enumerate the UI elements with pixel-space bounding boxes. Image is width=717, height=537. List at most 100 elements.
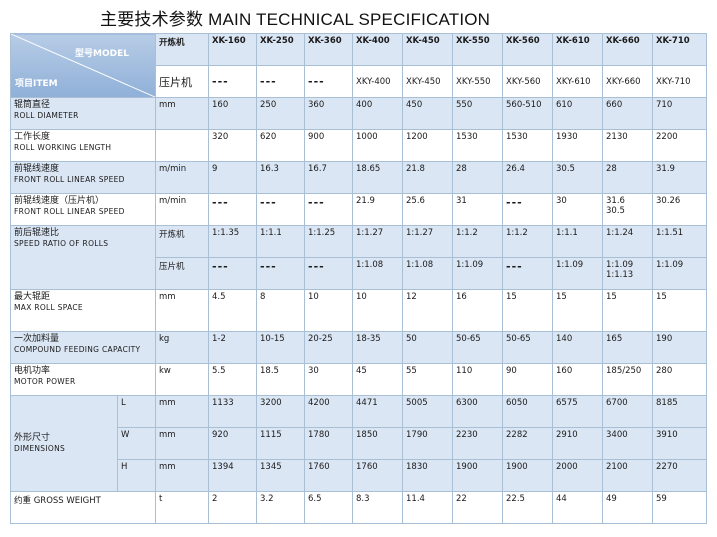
power-value: 280 <box>652 363 707 396</box>
dimension-H-value: 1900 <box>452 459 503 492</box>
working_length-value: 1000 <box>352 129 403 162</box>
dimension-H-value: 1900 <box>502 459 553 492</box>
roll_diameter-value: 450 <box>402 97 453 130</box>
front_speed_sheet-value: 30 <box>552 193 603 226</box>
unit-dimension-H: mm <box>155 459 209 492</box>
speed-ratio-sheeting-value: --- <box>256 257 305 290</box>
header-item-label: 项目ITEM <box>15 79 58 89</box>
speed-ratio-mixing-value: 1:1.27 <box>352 225 403 258</box>
unit-dimension-L: mm <box>155 395 209 428</box>
feeding-value: 50-65 <box>502 331 553 364</box>
speed-ratio-sheeting-value: --- <box>502 257 553 290</box>
dimension-L-value: 6700 <box>602 395 653 428</box>
power-value: 5.5 <box>208 363 257 396</box>
unit-roll_diameter: mm <box>155 97 209 130</box>
unit-dimension-W: mm <box>155 427 209 460</box>
power-value: 55 <box>402 363 453 396</box>
max_space-value: 15 <box>652 289 707 332</box>
row-label-feeding: 一次加料量 COMPOUND FEEDING CAPACITY <box>10 331 156 364</box>
sheeting-model-name: XKY-710 <box>652 65 707 98</box>
model-name: XK-610 <box>552 33 603 66</box>
speed-ratio-mixing-value: 1:1.2 <box>502 225 553 258</box>
dimension-H-value: 1345 <box>256 459 305 492</box>
header-model-label: 型号MODEL <box>75 49 129 59</box>
roll_diameter-value: 660 <box>602 97 653 130</box>
sheeting-model-name: XKY-400 <box>352 65 403 98</box>
power-value: 45 <box>352 363 403 396</box>
weight-value: 11.4 <box>402 491 453 524</box>
working_length-value: 320 <box>208 129 257 162</box>
front_speed_sheet-value: 30.26 <box>652 193 707 226</box>
speed-ratio-sheeting-label: 压片机 <box>155 257 209 290</box>
unit-working_length <box>155 129 209 162</box>
speed-ratio-mixing-value: 1:1.24 <box>602 225 653 258</box>
roll_diameter-value: 400 <box>352 97 403 130</box>
weight-value: 8.3 <box>352 491 403 524</box>
front_speed_sheet-value: 21.9 <box>352 193 403 226</box>
weight-value: 6.5 <box>304 491 353 524</box>
weight-value: 3.2 <box>256 491 305 524</box>
working_length-value: 1530 <box>502 129 553 162</box>
max_space-value: 15 <box>502 289 553 332</box>
dimension-H-value: 1760 <box>304 459 353 492</box>
max_space-value: 12 <box>402 289 453 332</box>
feeding-value: 20-25 <box>304 331 353 364</box>
dimension-L-value: 6050 <box>502 395 553 428</box>
dimension-L-value: 8185 <box>652 395 707 428</box>
roll_diameter-value: 250 <box>256 97 305 130</box>
front_speed-value: 16.7 <box>304 161 353 194</box>
model-name: XK-550 <box>452 33 503 66</box>
dimension-L-value: 6300 <box>452 395 503 428</box>
front_speed-value: 18.65 <box>352 161 403 194</box>
weight-value: 2 <box>208 491 257 524</box>
working_length-value: 1930 <box>552 129 603 162</box>
type-sheeting-label: 压片机 <box>155 65 209 98</box>
speed-ratio-mixing-value: 1:1.1 <box>552 225 603 258</box>
feeding-value: 190 <box>652 331 707 364</box>
weight-value: 49 <box>602 491 653 524</box>
speed-ratio-sheeting-value: 1:1.08 <box>402 257 453 290</box>
sheeting-model-name: --- <box>304 65 353 98</box>
dimension-L-value: 4471 <box>352 395 403 428</box>
dimension-W-value: 1850 <box>352 427 403 460</box>
sheeting-model-name: XKY-560 <box>502 65 553 98</box>
speed-ratio-sheeting-value: 1:1.08 <box>352 257 403 290</box>
power-value: 110 <box>452 363 503 396</box>
feeding-value: 10-15 <box>256 331 305 364</box>
row-label-max_space: 最大辊距 MAX ROLL SPACE <box>10 289 156 332</box>
sheeting-model-name: XKY-660 <box>602 65 653 98</box>
power-value: 90 <box>502 363 553 396</box>
feeding-value: 50-65 <box>452 331 503 364</box>
dimension-W-value: 3400 <box>602 427 653 460</box>
speed-ratio-mixing-value: 1:1.25 <box>304 225 353 258</box>
feeding-value: 165 <box>602 331 653 364</box>
dimension-axis-H: H <box>117 459 156 492</box>
max_space-value: 16 <box>452 289 503 332</box>
working_length-value: 2200 <box>652 129 707 162</box>
dimension-W-value: 1790 <box>402 427 453 460</box>
max_space-value: 10 <box>352 289 403 332</box>
max_space-value: 15 <box>552 289 603 332</box>
spec-table: 型号MODEL 项目ITEM 开炼机 XK-160 XK-250 XK-360 XK-400… <box>10 33 707 524</box>
dimension-W-value: 920 <box>208 427 257 460</box>
speed-ratio-sheeting-value: --- <box>304 257 353 290</box>
roll_diameter-value: 550 <box>452 97 503 130</box>
power-value: 160 <box>552 363 603 396</box>
header-corner: 型号MODEL 项目ITEM <box>10 33 156 98</box>
max_space-value: 10 <box>304 289 353 332</box>
weight-value: 44 <box>552 491 603 524</box>
speed-ratio-mixing-value: 1:1.51 <box>652 225 707 258</box>
dimension-L-value: 6575 <box>552 395 603 428</box>
working_length-value: 1530 <box>452 129 503 162</box>
feeding-value: 140 <box>552 331 603 364</box>
dimension-L-value: 3200 <box>256 395 305 428</box>
power-value: 30 <box>304 363 353 396</box>
front_speed_sheet-value: 25.6 <box>402 193 453 226</box>
unit-feeding: kg <box>155 331 209 364</box>
speed-ratio-sheeting-value: 1:1.09 <box>652 257 707 290</box>
model-name: XK-450 <box>402 33 453 66</box>
working_length-value: 900 <box>304 129 353 162</box>
model-name: XK-160 <box>208 33 257 66</box>
sheeting-model-name: --- <box>208 65 257 98</box>
dimension-W-value: 2282 <box>502 427 553 460</box>
